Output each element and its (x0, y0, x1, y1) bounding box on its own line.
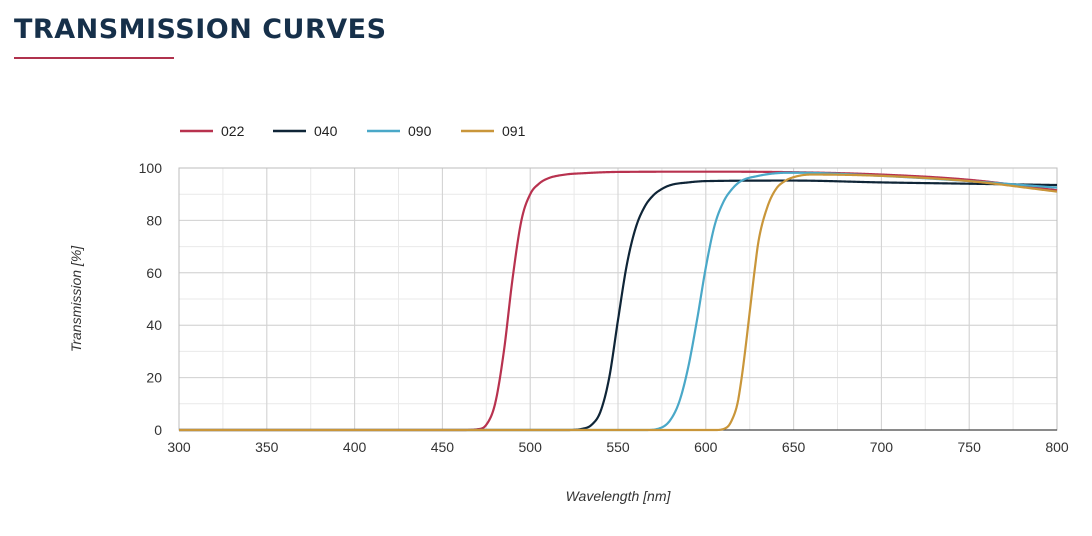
legend-label-090: 090 (408, 123, 432, 139)
legend-label-040: 040 (314, 123, 338, 139)
x-tick-label: 400 (343, 439, 367, 455)
y-tick-label: 80 (146, 212, 162, 228)
x-axis-title: Wavelength [nm] (566, 488, 672, 504)
x-tick-label: 350 (255, 439, 279, 455)
grid (178, 167, 1058, 431)
x-tick-label: 700 (870, 439, 894, 455)
y-tick-label: 40 (146, 317, 162, 333)
series-lines (178, 170, 1058, 432)
x-tick-label: 450 (431, 439, 455, 455)
legend-label-091: 091 (502, 123, 526, 139)
y-tick-label: 60 (146, 265, 162, 281)
series-line-091 (178, 173, 1058, 432)
legend: 022 040 090 091 (180, 123, 526, 139)
x-tick-label: 600 (694, 439, 718, 455)
y-tick-label: 20 (146, 370, 162, 386)
x-tick-label: 500 (519, 439, 543, 455)
x-tick-label: 300 (167, 439, 191, 455)
x-tick-label: 750 (958, 439, 982, 455)
y-axis-ticks: 0 20 40 60 80 100 (139, 160, 163, 438)
legend-label-022: 022 (221, 123, 245, 139)
x-tick-label: 650 (782, 439, 806, 455)
page-title: TRANSMISSION CURVES (14, 14, 387, 45)
y-tick-label: 0 (154, 422, 162, 438)
y-tick-label: 100 (139, 160, 163, 176)
x-tick-label: 800 (1045, 439, 1069, 455)
x-tick-label: 550 (606, 439, 630, 455)
y-axis-title: Transmission [%] (68, 245, 84, 352)
title-underline (14, 57, 174, 59)
x-axis-ticks: 300 350 400 450 500 550 600 650 700 750 800 (167, 439, 1069, 455)
